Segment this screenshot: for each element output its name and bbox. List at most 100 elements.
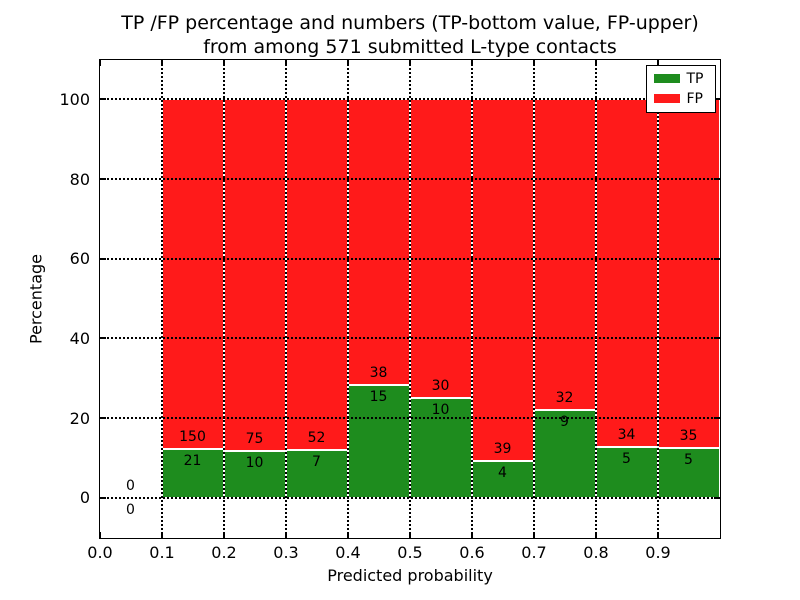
x-tick-label: 0.6 bbox=[459, 543, 485, 562]
vertical-gridline bbox=[222, 59, 225, 538]
y-tick-mark bbox=[99, 496, 106, 499]
fp-count-label: 0 bbox=[126, 477, 135, 494]
plot-area: TP FP 0 0 150 21 75 10 52 7 38 15 30 10 39 4 32 9 34 5 35 5 bbox=[98, 58, 721, 539]
x-axis-label: Predicted probability bbox=[327, 566, 493, 585]
legend-entry-tp: TP bbox=[653, 70, 708, 87]
x-tick-mark bbox=[656, 531, 659, 538]
y-tick-mark-right bbox=[713, 98, 720, 101]
x-tick-label: 0.2 bbox=[211, 543, 237, 562]
x-tick-mark bbox=[160, 531, 163, 538]
legend-swatch-tp bbox=[653, 74, 680, 83]
x-tick-label: 0.3 bbox=[273, 543, 299, 562]
vertical-gridline bbox=[594, 59, 597, 538]
bar-tp-segment bbox=[161, 448, 224, 498]
bar-tp-segment bbox=[285, 450, 348, 498]
y-tick-label: 100 bbox=[59, 89, 90, 109]
fp-count-label: 75 bbox=[245, 430, 264, 447]
x-tick-mark-top bbox=[160, 59, 163, 66]
tp-count-label: 10 bbox=[245, 454, 264, 471]
bar-tp-segment bbox=[347, 384, 410, 498]
fp-count-label: 34 bbox=[617, 426, 636, 443]
y-tick-mark bbox=[99, 178, 106, 180]
horizontal-gridline bbox=[99, 417, 720, 419]
fp-count-label: 52 bbox=[307, 430, 326, 447]
y-axis-label: Percentage bbox=[26, 253, 46, 345]
horizontal-gridline bbox=[99, 178, 720, 180]
y-tick-mark-right bbox=[713, 337, 720, 340]
y-tick-label: 80 bbox=[69, 169, 90, 189]
x-tick-mark-top bbox=[346, 59, 349, 66]
tp-count-label: 0 bbox=[126, 501, 135, 518]
x-tick-label: 0.9 bbox=[645, 543, 671, 562]
horizontal-gridline bbox=[99, 496, 720, 499]
x-tick-mark bbox=[532, 531, 535, 538]
horizontal-gridline bbox=[99, 98, 720, 101]
x-tick-mark bbox=[408, 531, 411, 538]
chart-title-line2: from among 571 submitted L-type contacts bbox=[203, 36, 617, 58]
fp-count-label: 39 bbox=[493, 440, 512, 457]
x-tick-label: 0.1 bbox=[149, 543, 175, 562]
bar-fp-segment bbox=[223, 99, 286, 451]
vertical-gridline bbox=[284, 59, 287, 538]
y-tick-mark-right bbox=[713, 178, 720, 180]
y-tick-mark bbox=[99, 98, 106, 101]
x-tick-mark bbox=[470, 531, 473, 538]
vertical-gridline bbox=[408, 59, 411, 538]
legend-entry-fp: FP bbox=[653, 90, 708, 107]
x-tick-mark-top bbox=[98, 59, 101, 66]
vertical-gridline bbox=[160, 59, 163, 538]
bar-fp-segment bbox=[285, 99, 348, 451]
fp-count-label: 35 bbox=[679, 427, 698, 444]
x-tick-mark bbox=[222, 531, 225, 538]
x-tick-label: 0.5 bbox=[397, 543, 423, 562]
bar-tp-segment bbox=[533, 410, 596, 498]
y-tick-mark-right bbox=[713, 496, 720, 499]
tp-count-label: 15 bbox=[369, 388, 388, 405]
tp-count-label: 10 bbox=[431, 402, 450, 419]
vertical-gridline bbox=[346, 59, 349, 538]
tp-count-label: 7 bbox=[312, 454, 321, 471]
y-tick-label: 20 bbox=[69, 408, 90, 428]
x-tick-mark bbox=[98, 531, 101, 538]
tp-count-label: 5 bbox=[622, 450, 631, 467]
bar-fp-segment bbox=[533, 99, 596, 411]
tp-count-label: 5 bbox=[684, 451, 693, 468]
bar-fp-segment bbox=[471, 99, 534, 461]
y-tick-mark-right bbox=[713, 257, 720, 260]
legend-label: TP bbox=[686, 70, 704, 87]
horizontal-gridline bbox=[99, 257, 720, 260]
x-tick-mark-top bbox=[470, 59, 473, 66]
x-tick-mark bbox=[346, 531, 349, 538]
vertical-gridline bbox=[656, 59, 659, 538]
bar-fp-segment bbox=[347, 99, 410, 385]
bar-fp-segment bbox=[595, 99, 658, 447]
x-tick-mark bbox=[594, 531, 597, 538]
horizontal-gridline bbox=[99, 337, 720, 340]
fp-count-label: 150 bbox=[179, 428, 206, 445]
x-tick-label: 0.8 bbox=[583, 543, 609, 562]
y-tick-label: 40 bbox=[69, 328, 90, 348]
x-tick-mark-top bbox=[656, 59, 659, 66]
fp-count-label: 38 bbox=[369, 364, 388, 381]
chart-title: TP /FP percentage and numbers (TP-bottom… bbox=[60, 11, 760, 59]
vertical-gridline bbox=[470, 59, 473, 538]
y-tick-mark bbox=[99, 257, 106, 260]
x-tick-mark bbox=[284, 531, 287, 538]
tp-count-label: 9 bbox=[560, 414, 569, 431]
tp-count-label: 21 bbox=[183, 452, 202, 469]
vertical-gridline bbox=[532, 59, 535, 538]
legend-label: FP bbox=[686, 90, 704, 107]
tp-count-label: 4 bbox=[498, 464, 507, 481]
legend-swatch-fp bbox=[653, 94, 680, 103]
fp-count-label: 30 bbox=[431, 378, 450, 395]
x-tick-mark-top bbox=[408, 59, 411, 66]
bar-tp-segment bbox=[471, 460, 534, 498]
x-tick-mark-top bbox=[284, 59, 287, 66]
x-tick-mark-top bbox=[594, 59, 597, 66]
y-tick-mark bbox=[99, 337, 106, 340]
x-tick-label: 0.0 bbox=[87, 543, 113, 562]
legend: TP FP bbox=[645, 64, 716, 113]
chart-title-line1: TP /FP percentage and numbers (TP-bottom… bbox=[121, 12, 699, 34]
bar-fp-segment bbox=[409, 99, 472, 399]
